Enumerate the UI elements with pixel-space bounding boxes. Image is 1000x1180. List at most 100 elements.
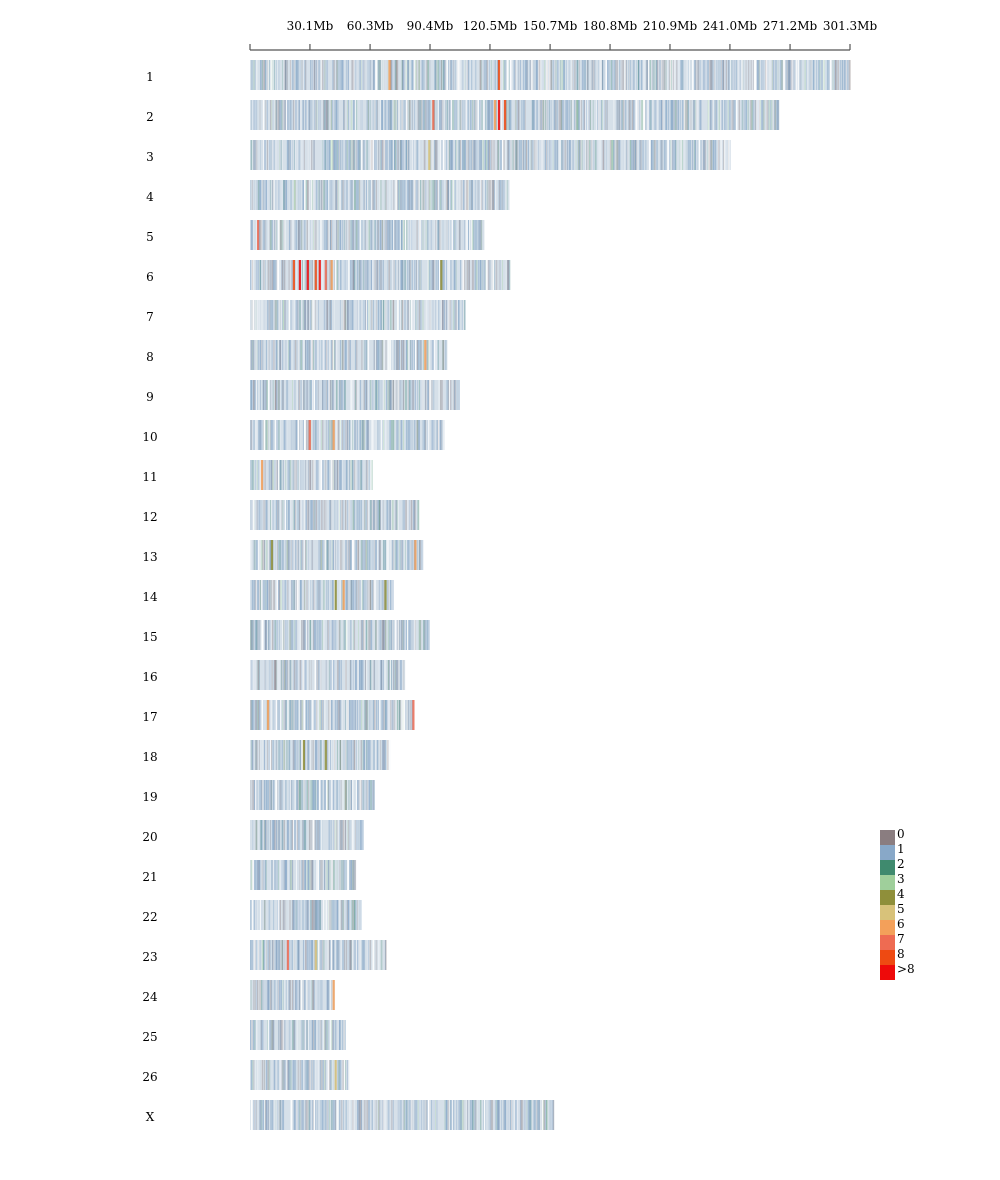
density-stripe (365, 420, 367, 450)
density-stripe (316, 100, 318, 130)
density-stripe (358, 180, 360, 210)
density-stripe (622, 60, 624, 90)
density-stripe (334, 460, 336, 490)
density-stripe (290, 180, 292, 210)
density-stripe (510, 60, 512, 90)
density-stripe (722, 60, 724, 90)
density-stripe (444, 100, 446, 130)
density-stripe (269, 180, 271, 210)
density-stripe (332, 140, 334, 170)
density-stripe (326, 300, 329, 330)
density-stripe (297, 180, 299, 210)
density-stripe (313, 500, 315, 530)
density-stripe (687, 60, 689, 90)
density-stripe (655, 100, 657, 130)
density-stripe (297, 220, 299, 250)
density-stripe (479, 220, 482, 250)
density-stripe (250, 660, 252, 690)
density-stripe (447, 180, 450, 210)
density-stripe (376, 500, 379, 530)
density-stripe (318, 660, 320, 690)
density-stripe (284, 460, 285, 490)
density-stripe (330, 140, 332, 170)
density-stripe (408, 500, 410, 530)
density-stripe (394, 100, 396, 130)
density-stripe (659, 60, 661, 90)
density-stripe (378, 500, 380, 530)
density-stripe (306, 780, 308, 810)
density-stripe (418, 260, 420, 290)
density-stripe (285, 700, 286, 730)
density-stripe (360, 460, 362, 490)
density-stripe (468, 60, 470, 90)
density-stripe (453, 300, 455, 330)
density-stripe (766, 100, 768, 130)
density-stripe (395, 660, 396, 690)
density-stripe (521, 100, 523, 130)
density-stripe (460, 180, 463, 210)
density-stripe (388, 660, 390, 690)
density-stripe (515, 140, 517, 170)
density-stripe (426, 340, 428, 370)
density-stripe (382, 740, 384, 770)
density-stripe (708, 100, 710, 130)
density-stripe (499, 260, 501, 290)
density-stripe (286, 380, 288, 410)
density-stripe (349, 580, 351, 610)
density-stripe (651, 100, 653, 130)
density-stripe (482, 60, 483, 90)
density-stripe (342, 500, 345, 530)
density-stripe (364, 700, 366, 730)
density-stripe (437, 100, 440, 130)
density-stripe (519, 60, 521, 90)
density-stripe (640, 140, 642, 170)
density-stripe (258, 180, 261, 210)
density-stripe (278, 700, 280, 730)
density-stripe (513, 140, 515, 170)
density-stripe (270, 580, 272, 610)
density-stripe (288, 500, 290, 530)
density-stripe (331, 100, 334, 130)
density-stripe (276, 380, 278, 410)
density-stripe (282, 460, 285, 490)
density-stripe (377, 60, 379, 90)
density-stripe (360, 220, 362, 250)
chromosome-row-3: 3 (146, 140, 731, 170)
density-stripe (365, 740, 366, 770)
density-stripe (274, 460, 276, 490)
density-stripe (544, 60, 546, 90)
density-stripe (497, 140, 498, 170)
density-stripe (381, 580, 384, 610)
density-stripe (429, 260, 431, 290)
density-stripe (388, 180, 390, 210)
density-stripe (338, 180, 341, 210)
chromosome-row-4: 4 (146, 180, 510, 210)
density-stripe (550, 100, 552, 130)
density-stripe (610, 60, 613, 90)
density-stripe (444, 180, 447, 210)
density-stripe (400, 500, 403, 530)
density-stripe (388, 220, 391, 250)
density-stripe (625, 60, 627, 90)
density-stripe (391, 140, 393, 170)
density-stripe (435, 140, 437, 170)
density-stripe (385, 180, 387, 210)
density-stripe (605, 60, 607, 90)
density-stripe (321, 620, 323, 650)
density-stripe (334, 500, 336, 530)
density-stripe (326, 100, 328, 130)
density-stripe (362, 220, 364, 250)
density-stripe (324, 100, 326, 130)
density-stripe (265, 380, 267, 410)
density-stripe (713, 60, 714, 90)
density-stripe (303, 60, 306, 90)
density-stripe (373, 180, 376, 210)
density-stripe (380, 580, 382, 610)
density-stripe (611, 60, 614, 90)
density-stripe (264, 380, 266, 410)
density-stripe (359, 420, 361, 450)
density-stripe (309, 740, 312, 770)
density-stripe (376, 340, 378, 370)
density-stripe (491, 180, 494, 210)
density-stripe (552, 140, 553, 170)
